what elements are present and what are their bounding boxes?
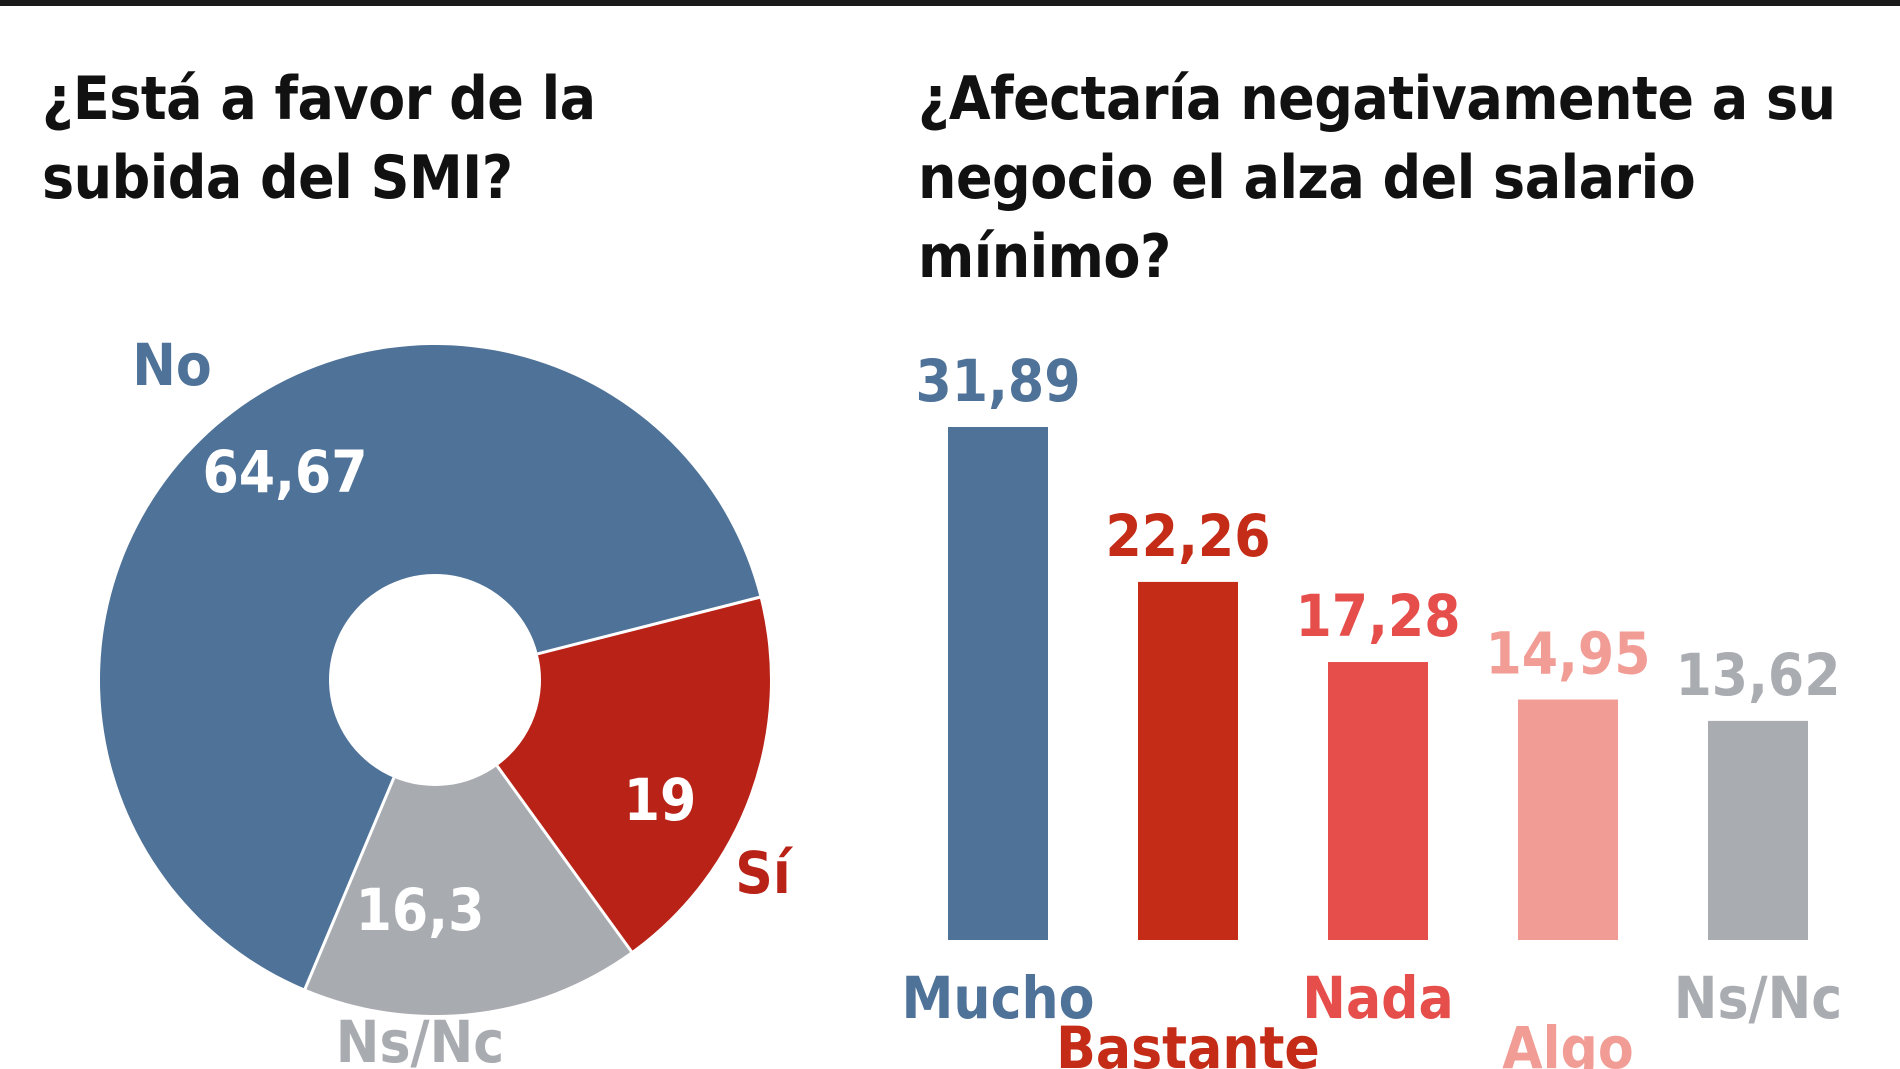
donut-slice-no [100, 344, 760, 989]
pie-chart: 64,67 No 19 Sí 16,3 Ns/Nc [100, 331, 794, 1069]
bar-category-label-algo: Algo [1502, 1014, 1633, 1069]
slice-separator [302, 777, 396, 992]
donut-category-label-ns-nc: Ns/Nc [336, 1008, 504, 1069]
bar-mucho [948, 427, 1048, 940]
slice-separator [537, 595, 762, 656]
bar-value-label-algo: 14,95 [1485, 620, 1650, 688]
donut-value-label-ns-nc: 16,3 [356, 876, 485, 944]
bar-ns-nc [1708, 720, 1808, 940]
bar-algo [1518, 699, 1618, 940]
bar-category-label-bastante: Bastante [1056, 1014, 1320, 1069]
bar-value-label-nada: 17,28 [1295, 582, 1460, 650]
donut-value-label-si: 19 [624, 766, 697, 834]
bar-category-label-ns-nc: Ns/Nc [1674, 964, 1842, 1032]
bar-nada [1328, 662, 1428, 940]
bar-bastante [1138, 581, 1238, 940]
slice-separator [495, 765, 634, 954]
bar-chart: 31,89 Mucho 22,26 Bastante 17,28 Nada 14,95 Alg… [901, 347, 1842, 1069]
bar-value-label-mucho: 31,89 [915, 347, 1080, 415]
donut-slice-ns-nc [305, 765, 632, 1015]
pie-chart-title: ¿Está a favor de la subida del SMI? [42, 64, 596, 213]
bar-chart-title: ¿Afectaría negativamente a su negocio el… [918, 64, 1836, 292]
donut-slice-si [497, 597, 771, 952]
bar-category-label-nada: Nada [1302, 964, 1453, 1032]
donut-value-label-no: 64,67 [202, 438, 367, 506]
top-edge-fragment [0, 0, 1900, 6]
donut-category-label-no: No [132, 331, 212, 399]
bar-category-label-mucho: Mucho [901, 964, 1094, 1032]
bar-value-label-ns-nc: 13,62 [1675, 641, 1840, 709]
bar-value-label-bastante: 22,26 [1105, 502, 1270, 570]
donut-category-label-si: Sí [735, 839, 794, 907]
